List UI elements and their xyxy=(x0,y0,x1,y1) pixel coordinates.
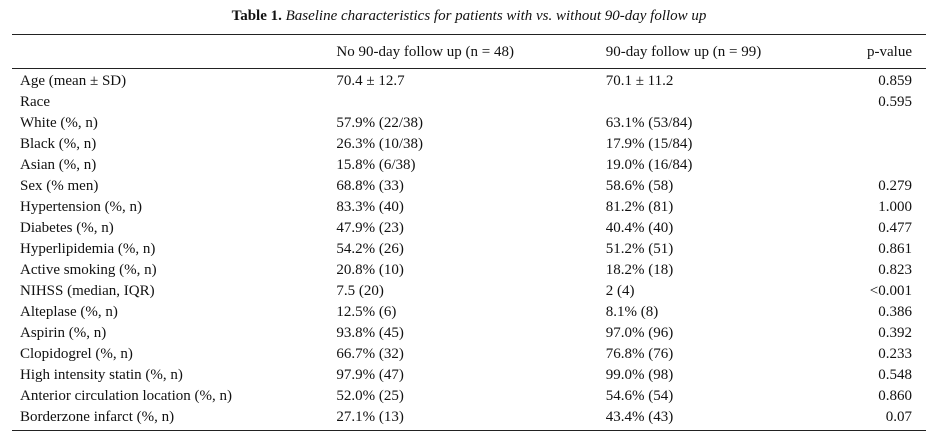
follow-up-cell: 70.1 ± 11.2 xyxy=(605,73,674,89)
no-follow-up-cell: 27.1% (13) xyxy=(336,409,404,425)
table-row: Asian (%, n) 15.8% (6/38) 19.0% (16/84) xyxy=(12,155,926,176)
no-follow-up-cell: 57.9% (22/38) xyxy=(336,115,424,131)
follow-up-cell: 54.6% (54) xyxy=(605,388,674,404)
p-value-cell: <0.001 xyxy=(869,283,912,299)
p-value-cell: 0.595 xyxy=(878,94,912,110)
characteristic-cell: Hyperlipidemia (%, n) xyxy=(20,241,156,257)
p-value-cell: 0.548 xyxy=(878,367,912,383)
table-row: Age (mean ± SD) 70.4 ± 12.7 70.1 ± 11.2 0.8… xyxy=(12,71,926,92)
p-value-cell xyxy=(827,134,926,155)
characteristic-cell: Race xyxy=(20,94,50,110)
top-rule xyxy=(12,34,926,35)
p-value-cell: 1.000 xyxy=(878,199,912,215)
table-row: Diabetes (%, n) 47.9% (23) 40.4% (40) 0.477 xyxy=(12,218,926,239)
follow-up-cell: 97.0% (96) xyxy=(605,325,674,341)
header-no-follow-up: No 90-day follow up (n = 48) xyxy=(336,43,514,60)
characteristic-cell: White (%, n) xyxy=(20,115,98,131)
characteristic-cell: Aspirin (%, n) xyxy=(20,325,107,341)
characteristic-cell: Sex (% men) xyxy=(20,178,99,194)
header-row: No 90-day follow up (n = 48) 90-day foll… xyxy=(12,37,926,67)
no-follow-up-cell: 52.0% (25) xyxy=(336,388,404,404)
follow-up-cell: 51.2% (51) xyxy=(605,241,674,257)
table-caption: Table 1. Baseline characteristics for pa… xyxy=(0,6,938,26)
no-follow-up-cell: 83.3% (40) xyxy=(336,199,404,215)
characteristic-cell: Active smoking (%, n) xyxy=(20,262,157,278)
table-row: Clopidogrel (%, n) 66.7% (32) 76.8% (76) 0.… xyxy=(12,344,926,365)
table-row: Anterior circulation location (%, n) 52.0… xyxy=(12,386,926,407)
follow-up-cell: 17.9% (15/84) xyxy=(605,136,693,152)
characteristic-cell: Diabetes (%, n) xyxy=(20,220,114,236)
no-follow-up-cell: 68.8% (33) xyxy=(336,178,404,194)
table-row: High intensity statin (%, n) 97.9% (47) 99… xyxy=(12,365,926,386)
table-row: NIHSS (median, IQR) 7.5 (20) 2 (4) <0.001 xyxy=(12,281,926,302)
p-value-cell: 0.477 xyxy=(878,220,912,236)
follow-up-cell: 81.2% (81) xyxy=(605,199,674,215)
table-caption-text: Baseline characteristics for patients wi… xyxy=(285,8,707,24)
no-follow-up-cell: 54.2% (26) xyxy=(336,241,404,257)
table-row: Borderzone infarct (%, n) 27.1% (13) 43.4%… xyxy=(12,407,926,428)
header-rule xyxy=(12,68,926,69)
table-caption-label: Table 1. xyxy=(231,8,282,24)
header-p-value: p-value xyxy=(867,43,912,60)
header-characteristic xyxy=(12,37,336,67)
characteristic-cell: Age (mean ± SD) xyxy=(20,73,127,89)
p-value-cell: 0.860 xyxy=(878,388,912,404)
p-value-cell: 0.279 xyxy=(878,178,912,194)
follow-up-cell: 99.0% (98) xyxy=(605,367,674,383)
no-follow-up-cell: 7.5 (20) xyxy=(336,283,384,299)
no-follow-up-cell: 66.7% (32) xyxy=(336,346,404,362)
follow-up-cell: 40.4% (40) xyxy=(605,220,674,236)
follow-up-cell: 19.0% (16/84) xyxy=(605,157,693,173)
no-follow-up-cell: 15.8% (6/38) xyxy=(336,157,416,173)
table-row: Sex (% men) 68.8% (33) 58.6% (58) 0.279 xyxy=(12,176,926,197)
header-follow-up: 90-day follow up (n = 99) xyxy=(605,43,762,60)
characteristic-cell: Asian (%, n) xyxy=(20,157,97,173)
table-row: Hypertension (%, n) 83.3% (40) 81.2% (81) 1… xyxy=(12,197,926,218)
p-value-cell xyxy=(827,155,926,176)
p-value-cell xyxy=(827,113,926,134)
no-follow-up-cell: 12.5% (6) xyxy=(336,304,397,320)
follow-up-cell: 43.4% (43) xyxy=(605,409,674,425)
baseline-characteristics-table: No 90-day follow up (n = 48) 90-day foll… xyxy=(12,37,926,428)
bottom-rule xyxy=(12,430,926,431)
no-follow-up-cell: 20.8% (10) xyxy=(336,262,404,278)
table-header: No 90-day follow up (n = 48) 90-day foll… xyxy=(12,37,926,67)
follow-up-cell: 8.1% (8) xyxy=(605,304,659,320)
characteristic-cell: NIHSS (median, IQR) xyxy=(20,283,155,299)
characteristic-cell: Alteplase (%, n) xyxy=(20,304,118,320)
table-row: Aspirin (%, n) 93.8% (45) 97.0% (96) 0.392 xyxy=(12,323,926,344)
no-follow-up-cell: 93.8% (45) xyxy=(336,325,404,341)
follow-up-cell: 18.2% (18) xyxy=(605,262,674,278)
table-row: Alteplase (%, n) 12.5% (6) 8.1% (8) 0.386 xyxy=(12,302,926,323)
p-value-cell: 0.392 xyxy=(878,325,912,341)
table-row: Hyperlipidemia (%, n) 54.2% (26) 51.2% (51… xyxy=(12,239,926,260)
table-row: White (%, n) 57.9% (22/38) 63.1% (53/84) xyxy=(12,113,926,134)
table-row: Black (%, n) 26.3% (10/38) 17.9% (15/84) xyxy=(12,134,926,155)
p-value-cell: 0.386 xyxy=(878,304,912,320)
p-value-cell: 0.07 xyxy=(885,409,912,425)
no-follow-up-cell: 47.9% (23) xyxy=(336,220,404,236)
p-value-cell: 0.861 xyxy=(878,241,912,257)
p-value-cell: 0.823 xyxy=(878,262,912,278)
table-body: Age (mean ± SD) 70.4 ± 12.7 70.1 ± 11.2 0.8… xyxy=(12,67,926,428)
table-row: Active smoking (%, n) 20.8% (10) 18.2% (18… xyxy=(12,260,926,281)
follow-up-cell: 76.8% (76) xyxy=(605,346,674,362)
no-follow-up-cell: 26.3% (10/38) xyxy=(336,136,424,152)
p-value-cell: 0.233 xyxy=(878,346,912,362)
follow-up-cell: 63.1% (53/84) xyxy=(605,115,693,131)
characteristic-cell: Hypertension (%, n) xyxy=(20,199,143,215)
no-follow-up-cell: 70.4 ± 12.7 xyxy=(336,73,405,89)
characteristic-cell: Black (%, n) xyxy=(20,136,97,152)
follow-up-cell: 58.6% (58) xyxy=(605,178,674,194)
p-value-cell: 0.859 xyxy=(878,73,912,89)
no-follow-up-cell: 97.9% (47) xyxy=(336,367,404,383)
characteristic-cell: High intensity statin (%, n) xyxy=(20,367,183,383)
characteristic-cell: Clopidogrel (%, n) xyxy=(20,346,133,362)
follow-up-cell xyxy=(606,92,827,113)
characteristic-cell: Borderzone infarct (%, n) xyxy=(20,409,175,425)
table-row: Race 0.595 xyxy=(12,92,926,113)
no-follow-up-cell xyxy=(336,92,605,113)
follow-up-cell: 2 (4) xyxy=(605,283,635,299)
characteristic-cell: Anterior circulation location (%, n) xyxy=(20,388,233,404)
